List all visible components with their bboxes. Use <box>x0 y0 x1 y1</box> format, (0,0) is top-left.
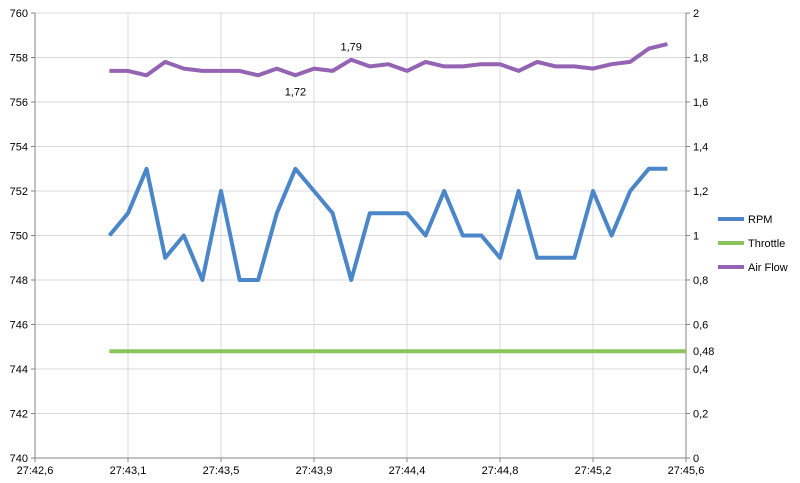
x-tick-label: 27:43,5 <box>203 465 240 477</box>
y-left-tick-label: 750 <box>10 231 28 243</box>
data-label: 1,72 <box>285 86 306 98</box>
data-labels: 1,79 1,72 0,48 <box>285 42 715 358</box>
y-left-tick-label: 744 <box>10 364 28 376</box>
x-tick-label: 27:44,4 <box>389 465 426 477</box>
y-left-tick-label: 756 <box>10 97 28 109</box>
y-right-tick-label: 1,8 <box>693 53 708 65</box>
series-lines <box>107 42 686 354</box>
legend-label-air-flow: Air Flow <box>748 262 788 274</box>
y-right-tick-label: 1 <box>693 231 699 243</box>
gridlines <box>34 12 687 458</box>
data-label: 1,79 <box>340 42 361 54</box>
y-right-tick-label: 0,4 <box>693 364 708 376</box>
x-tick-label: 27:45,6 <box>668 465 705 477</box>
y-right-tick-label: 0,6 <box>693 320 708 332</box>
x-tick-label: 27:45,2 <box>575 465 612 477</box>
y-right-tick-label: 1,4 <box>693 142 708 154</box>
y-left-tick-label: 740 <box>10 453 28 465</box>
y-right-tick-label: 0 <box>693 453 699 465</box>
legend: RPM Throttle Air Flow <box>718 214 788 274</box>
series-line-rpm <box>107 166 668 282</box>
data-label: 0,48 <box>693 346 714 358</box>
x-tick-label: 27:43,1 <box>110 465 147 477</box>
y-right-tick-label: 1,2 <box>693 186 708 198</box>
axes <box>31 12 690 462</box>
x-tick-label: 27:44,8 <box>482 465 519 477</box>
y-left-tick-label: 742 <box>10 409 28 421</box>
series-line-air-flow <box>109 42 668 78</box>
legend-label-rpm: RPM <box>748 214 772 226</box>
legend-label-throttle: Throttle <box>748 238 785 250</box>
y-right-tick-label: 1,6 <box>693 97 708 109</box>
y-left-tick-label: 758 <box>10 53 28 65</box>
y-right-tick-label: 2 <box>693 8 699 20</box>
y-left-tick-label: 752 <box>10 186 28 198</box>
x-tick-label: 27:42,6 <box>17 465 54 477</box>
y-left-tick-label: 746 <box>10 320 28 332</box>
tick-labels: 740 0 742 0,2 744 0,4 746 0,6 748 0,8 750 1 752 1,2 75… <box>10 8 709 477</box>
y-left-tick-label: 754 <box>10 142 28 154</box>
y-left-tick-label: 760 <box>10 8 28 20</box>
y-right-tick-label: 0,8 <box>693 275 708 287</box>
y-right-tick-label: 0,2 <box>693 409 708 421</box>
y-left-tick-label: 748 <box>10 275 28 287</box>
x-tick-label: 27:43,9 <box>296 465 333 477</box>
